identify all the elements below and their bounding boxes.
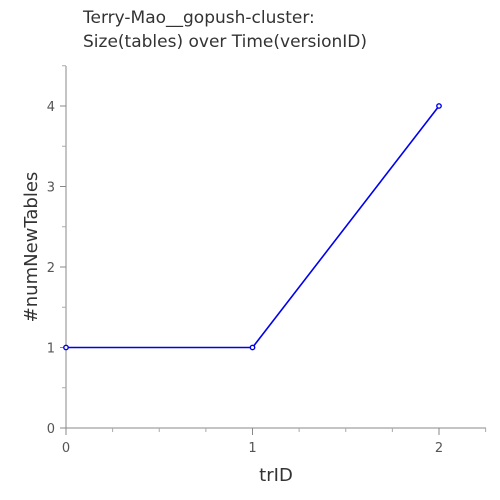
x-ticks: 0 1 2 xyxy=(62,428,487,456)
data-point xyxy=(436,103,442,109)
x-tick-label: 1 xyxy=(248,441,256,456)
y-tick-label: 0 xyxy=(47,422,55,437)
data-point xyxy=(63,344,69,351)
chart-title-line-1: Terry-Mao__gopush-cluster: xyxy=(83,8,315,28)
series-line xyxy=(66,105,440,349)
x-tick-label: 2 xyxy=(435,441,443,456)
y-axis-label: #numNewTables xyxy=(21,172,42,323)
y-ticks: 0 1 2 3 4 xyxy=(47,65,66,437)
axes xyxy=(65,66,486,429)
data-point xyxy=(249,344,256,351)
chart-title-line-2: Size(tables) over Time(versionID) xyxy=(83,32,368,52)
x-axis-label: trID xyxy=(259,465,293,486)
y-tick-label: 3 xyxy=(47,181,55,196)
y-tick-label: 1 xyxy=(47,342,55,357)
y-tick-label: 4 xyxy=(47,100,55,115)
series-group xyxy=(63,103,442,351)
x-tick-label: 0 xyxy=(62,441,70,456)
chart-title: Terry-Mao__gopush-cluster: Size(tables) … xyxy=(83,6,367,54)
y-tick-label: 2 xyxy=(47,261,55,276)
